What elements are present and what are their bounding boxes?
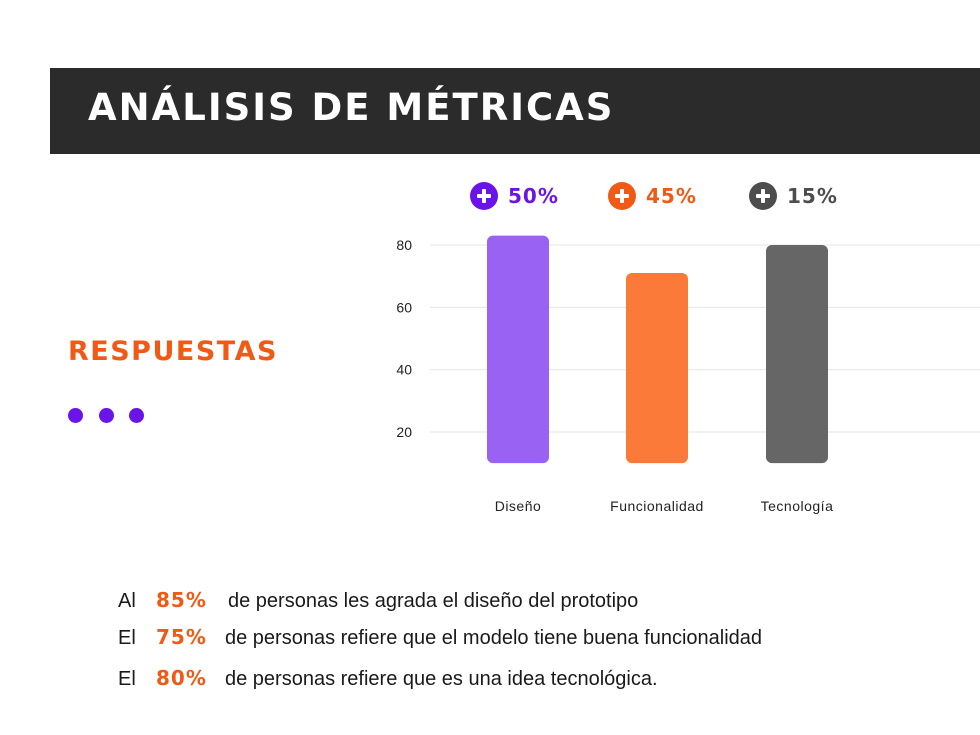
plus-icon [470, 182, 498, 210]
x-category-label: Tecnología [761, 498, 834, 514]
bar [766, 245, 828, 464]
x-category-label: Diseño [495, 498, 542, 514]
summary-value: 80% [156, 666, 207, 690]
dot-icon [129, 408, 144, 423]
title-bar: ANÁLISIS DE MÉTRICAS [50, 68, 980, 154]
dot-icon [99, 408, 114, 423]
y-tick-label: 80 [396, 237, 412, 253]
section-label: RESPUESTAS [68, 336, 278, 367]
bar [487, 235, 549, 464]
plus-icon [608, 182, 636, 210]
y-tick-label: 60 [396, 299, 412, 315]
bar [626, 273, 688, 464]
summary-value: 75% [156, 625, 207, 649]
summary-prefix: El [118, 668, 136, 690]
badge-value: 15% [787, 184, 838, 208]
summary-prefix: El [118, 627, 136, 649]
y-tick-label: 40 [396, 362, 412, 378]
dot-icon [68, 408, 83, 423]
plus-icon [749, 182, 777, 210]
summary-text: de personas refiere que es una idea tecn… [225, 668, 658, 690]
summary-value: 85% [156, 588, 207, 612]
page-title: ANÁLISIS DE MÉTRICAS [88, 86, 615, 129]
summary-text: de personas refiere que el modelo tiene … [225, 627, 763, 649]
summary-prefix: Al [118, 590, 136, 612]
badge-value: 50% [508, 184, 559, 208]
badge-value: 45% [646, 184, 697, 208]
summary-text: de personas les agrada el diseño del pro… [228, 590, 639, 612]
x-category-label: Funcionalidad [610, 498, 704, 514]
y-tick-label: 20 [396, 424, 412, 440]
